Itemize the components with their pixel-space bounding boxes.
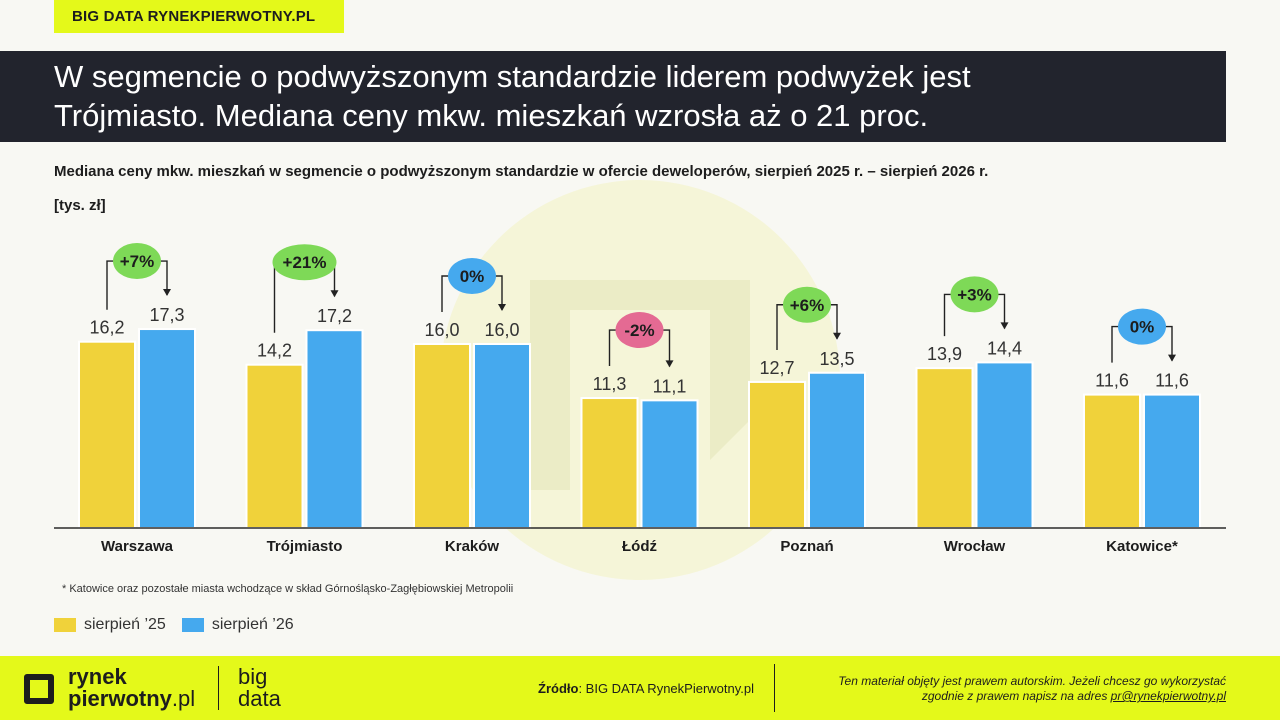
bar-value-label: 17,2 bbox=[317, 306, 352, 326]
chart-subtitle: Mediana ceny mkw. mieszkań w segmencie o… bbox=[54, 163, 989, 180]
copyright-line-1: Ten materiał objęty jest prawem autorski… bbox=[838, 674, 1226, 688]
big-data-line-1: big bbox=[238, 664, 268, 689]
footnote: * Katowice oraz pozostałe miasta wchodzą… bbox=[62, 583, 514, 595]
change-arrow-icon bbox=[1168, 354, 1176, 362]
bar-2026 bbox=[473, 343, 531, 529]
rynekpierwotny-logo-icon bbox=[24, 674, 54, 704]
footer-divider bbox=[774, 664, 775, 712]
change-badge bbox=[448, 258, 496, 294]
bar-2025 bbox=[580, 397, 639, 529]
change-badge bbox=[615, 312, 664, 349]
bar-2025 bbox=[748, 380, 806, 530]
brand-tag: BIG DATA RYNEKPIERWOTNY.PL bbox=[54, 0, 344, 33]
logo-divider bbox=[218, 666, 219, 710]
source-label: Źródło bbox=[538, 681, 579, 696]
category-label: Wrocław bbox=[944, 538, 1006, 555]
copyright-line-2-text: zgodnie z prawem napisz na adres bbox=[921, 689, 1111, 703]
bar-2025 bbox=[915, 367, 974, 529]
legend-swatch-2026 bbox=[181, 618, 204, 632]
bar-value-label: 16,0 bbox=[424, 320, 459, 340]
source: Źródło: BIG DATA RynekPierwotny.pl bbox=[538, 681, 754, 696]
category-label: Warszawa bbox=[101, 538, 174, 555]
change-arrow-icon bbox=[163, 289, 171, 297]
title-line-2: Trójmiasto. Mediana ceny mkw. mieszkań w… bbox=[54, 98, 929, 133]
change-arrow-icon bbox=[330, 290, 339, 298]
bar-value-label: 11,3 bbox=[593, 374, 627, 394]
logo-line-1: rynek bbox=[68, 664, 127, 689]
change-label: 0% bbox=[1130, 318, 1155, 337]
bar-2025 bbox=[245, 363, 304, 530]
change-arrow-icon bbox=[498, 304, 506, 311]
change-badge bbox=[272, 244, 337, 281]
bar-value-label: 14,2 bbox=[257, 341, 292, 361]
change-arrow-icon bbox=[833, 332, 841, 340]
logo-line-2: pierwotny.pl bbox=[68, 688, 195, 710]
watermark-logo bbox=[440, 180, 840, 580]
source-text: : BIG DATA RynekPierwotny.pl bbox=[578, 681, 754, 696]
legend-item-2025: sierpień ’25 bbox=[54, 616, 166, 634]
change-badge bbox=[113, 243, 161, 280]
bar-value-label: 11,6 bbox=[1095, 371, 1129, 391]
legend-swatch-2025 bbox=[54, 618, 76, 632]
copyright-line-2: zgodnie z prawem napisz na adres pr@ryne… bbox=[766, 689, 1226, 704]
bar-value-label: 14,4 bbox=[987, 338, 1022, 358]
bar-2025 bbox=[78, 340, 136, 530]
rynekpierwotny-logo-text: rynek pierwotny.pl bbox=[68, 666, 195, 710]
bar-value-label: 16,2 bbox=[89, 318, 124, 338]
category-label: Kraków bbox=[445, 538, 500, 555]
bar-2026 bbox=[640, 399, 699, 530]
change-label: +3% bbox=[957, 285, 992, 304]
legend-item-2026: sierpień ’26 bbox=[181, 616, 294, 634]
logo-line-2-light: .pl bbox=[171, 686, 196, 711]
bar-2026 bbox=[1143, 393, 1201, 529]
page-title: W segmencie o podwyższonym standardzie l… bbox=[0, 51, 1226, 142]
bar-2026 bbox=[975, 361, 1034, 529]
change-label: +6% bbox=[790, 296, 825, 315]
change-label: +7% bbox=[120, 252, 155, 271]
bar-value-label: 13,9 bbox=[927, 344, 962, 364]
change-arrow-icon bbox=[1000, 322, 1009, 330]
bar-2025 bbox=[413, 343, 471, 529]
bar-2026 bbox=[305, 329, 364, 530]
change-label: +21% bbox=[283, 253, 327, 272]
change-label: 0% bbox=[460, 267, 485, 286]
legend-label-2025: sierpień ’25 bbox=[84, 616, 166, 633]
bar-2026 bbox=[138, 328, 196, 529]
change-arrow-icon bbox=[665, 360, 674, 368]
category-label: Poznań bbox=[780, 538, 833, 555]
bar-value-label: 16,0 bbox=[484, 320, 519, 340]
legend: sierpień ’25 sierpień ’26 bbox=[54, 616, 294, 634]
change-badge bbox=[783, 286, 831, 323]
footer: rynek pierwotny.pl big data Źródło: BIG … bbox=[0, 656, 1280, 720]
chart-unit: [tys. zł] bbox=[54, 197, 106, 214]
copyright-notice: Ten materiał objęty jest prawem autorski… bbox=[766, 674, 1226, 704]
bar-2025 bbox=[1083, 393, 1141, 529]
big-data-line-2: data bbox=[238, 686, 281, 711]
bar-value-label: 11,6 bbox=[1155, 371, 1189, 391]
bar-value-label: 12,7 bbox=[759, 358, 794, 378]
title-line-1: W segmencie o podwyższonym standardzie l… bbox=[54, 59, 971, 94]
change-badge bbox=[1118, 308, 1166, 345]
change-badge bbox=[950, 276, 999, 313]
category-label: Łódź bbox=[622, 538, 657, 555]
bar-value-label: 13,5 bbox=[819, 349, 854, 369]
bar-2026 bbox=[808, 371, 866, 529]
bar-value-label: 11,1 bbox=[653, 376, 687, 396]
change-label: -2% bbox=[624, 321, 654, 340]
big-data-logo: big data bbox=[238, 666, 281, 710]
logo-line-2-bold: pierwotny bbox=[68, 686, 172, 711]
legend-label-2026: sierpień ’26 bbox=[211, 616, 294, 633]
bar-value-label: 17,3 bbox=[149, 305, 184, 325]
copyright-email-link[interactable]: pr@rynekpierwotny.pl bbox=[1110, 689, 1226, 703]
category-label: Trójmiasto bbox=[267, 538, 343, 555]
category-label: Katowice* bbox=[1106, 538, 1178, 555]
